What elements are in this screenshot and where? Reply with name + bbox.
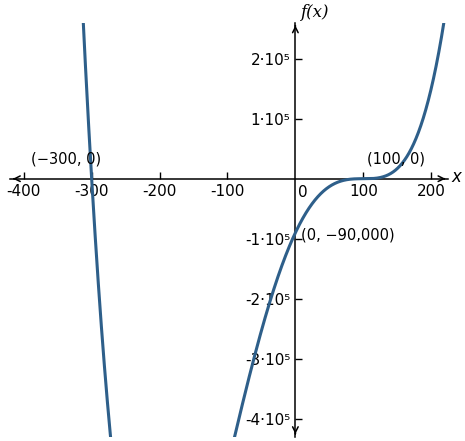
Text: (−300, 0): (−300, 0) xyxy=(31,151,101,166)
Text: f(x): f(x) xyxy=(300,4,329,21)
Text: x: x xyxy=(452,168,461,186)
Text: (100, 0): (100, 0) xyxy=(367,151,425,166)
Text: 0: 0 xyxy=(298,185,308,200)
Text: (0, −90,000): (0, −90,000) xyxy=(301,228,394,243)
